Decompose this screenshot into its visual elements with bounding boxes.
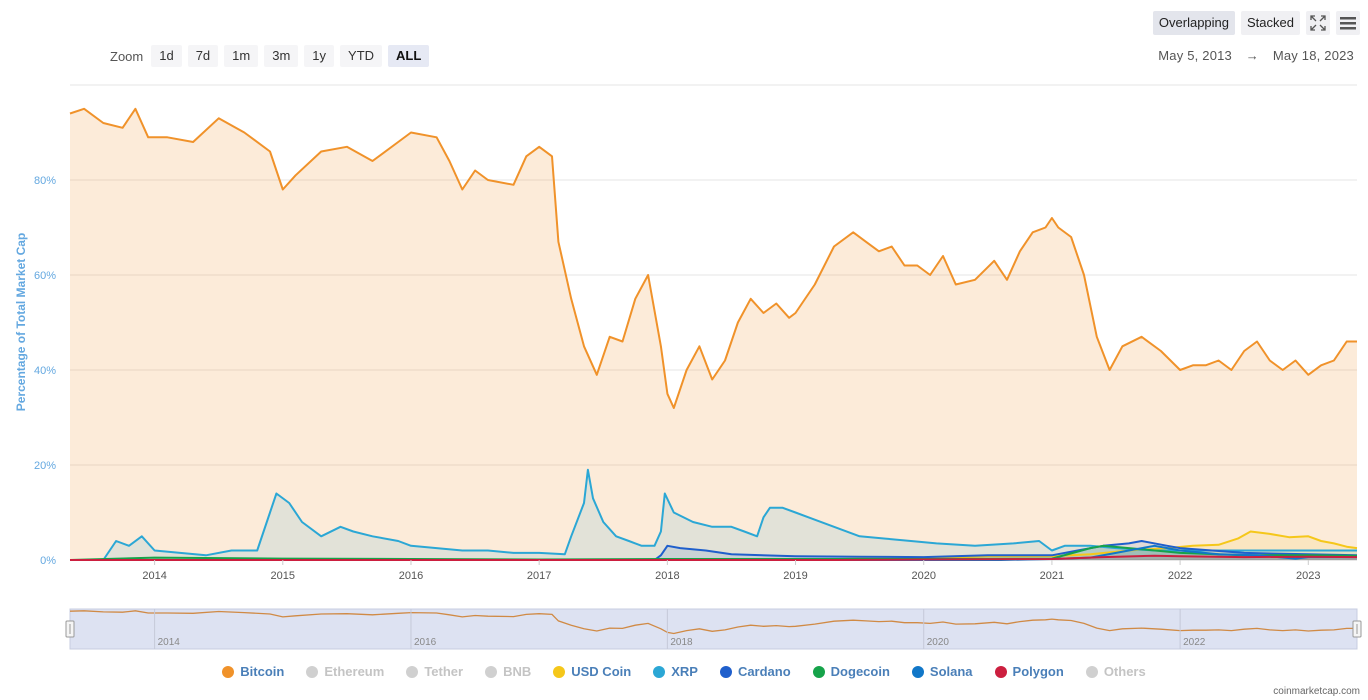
legend-label: USD Coin bbox=[571, 664, 632, 679]
overlapping-button[interactable]: Overlapping bbox=[1152, 11, 1236, 35]
legend-marker bbox=[653, 665, 666, 678]
y-tick-label: 60% bbox=[34, 270, 56, 282]
legend-marker bbox=[406, 665, 419, 678]
series-lines bbox=[69, 107, 1358, 561]
area-cardano bbox=[70, 541, 1357, 560]
navigator-tick-label: 2018 bbox=[670, 637, 693, 648]
y-axis-label: Percentage of Total Market Cap bbox=[14, 233, 28, 412]
area-solana bbox=[70, 545, 1357, 560]
date-range: May 5, 2013 → May 18, 2023 bbox=[1158, 48, 1354, 63]
y-tick-label: 0% bbox=[40, 555, 56, 567]
credit: coinmarketcap.com bbox=[1273, 686, 1360, 697]
x-tick-label: 2020 bbox=[911, 570, 935, 582]
legend: Bitcoin Ethereum Tether BNB USD Coin XRP Carda… bbox=[0, 664, 1368, 679]
legend-label: Polygon bbox=[1012, 664, 1064, 679]
zoom-all-button[interactable]: ALL bbox=[388, 45, 430, 67]
navigator-tick-label: 2014 bbox=[158, 637, 181, 648]
legend-label: Ethereum bbox=[324, 664, 385, 679]
legend-marker bbox=[719, 665, 732, 678]
legend-marker bbox=[994, 665, 1007, 678]
series-line-cardano[interactable] bbox=[70, 540, 1358, 561]
series-line-bitcoin[interactable] bbox=[69, 107, 1357, 409]
legend-marker bbox=[911, 665, 924, 678]
zoom-label: Zoom bbox=[110, 48, 144, 64]
x-axis: 2014 2015 2016 2017 2018 2019 2020 2021 2022 2023 bbox=[142, 560, 1321, 582]
x-tick-label: 2014 bbox=[142, 570, 166, 582]
x-tick-label: 2019 bbox=[783, 570, 807, 582]
legend-item-cardano[interactable]: Cardano bbox=[719, 664, 791, 679]
legend-marker bbox=[553, 665, 566, 678]
series-line-xrp[interactable] bbox=[70, 468, 1357, 561]
legend-item-others[interactable]: Others bbox=[1085, 664, 1146, 679]
legend-label: Bitcoin bbox=[240, 664, 285, 679]
legend-marker bbox=[1085, 665, 1098, 678]
y-axis: 0% 20% 40% 60% 80% bbox=[34, 175, 56, 567]
zoom-7d-button[interactable]: 7d bbox=[187, 45, 219, 67]
area-bitcoin bbox=[70, 108, 1357, 561]
y-tick-label: 80% bbox=[34, 175, 56, 187]
x-tick-label: 2023 bbox=[1296, 570, 1320, 582]
legend-label: Dogecoin bbox=[830, 664, 890, 679]
zoom-1m-button[interactable]: 1m bbox=[224, 45, 259, 67]
expand-icon[interactable] bbox=[1306, 11, 1330, 35]
navigator-tick-label: 2016 bbox=[414, 637, 437, 648]
y-tick-label: 20% bbox=[34, 460, 56, 472]
legend-marker bbox=[485, 665, 498, 678]
zoom-1d-button[interactable]: 1d bbox=[151, 45, 182, 67]
x-tick-label: 2021 bbox=[1040, 570, 1064, 582]
legend-label: Cardano bbox=[737, 664, 791, 679]
range-arrow: → bbox=[1245, 48, 1259, 63]
series-areas bbox=[70, 108, 1357, 561]
legend-marker bbox=[812, 665, 825, 678]
legend-label: Others bbox=[1103, 664, 1146, 679]
navigator-series bbox=[69, 610, 1357, 635]
legend-item-bnb[interactable]: BNB bbox=[485, 664, 531, 679]
navigator-tick-label: 2020 bbox=[927, 637, 950, 648]
zoom-1y-button[interactable]: 1y bbox=[304, 45, 335, 67]
legend-item-tether[interactable]: Tether bbox=[406, 664, 463, 679]
legend-item-ethereum[interactable]: Ethereum bbox=[306, 664, 384, 679]
legend-marker bbox=[306, 665, 319, 678]
stacked-button[interactable]: Stacked bbox=[1241, 11, 1300, 35]
zoom-3m-button[interactable]: 3m bbox=[264, 45, 299, 67]
series-line-polygon[interactable] bbox=[70, 554, 1358, 561]
x-tick-label: 2022 bbox=[1168, 570, 1192, 582]
legend-item-bitcoin[interactable]: Bitcoin bbox=[222, 664, 284, 679]
legend-marker bbox=[222, 665, 235, 678]
legend-item-xrp[interactable]: XRP bbox=[653, 664, 698, 679]
range-navigator[interactable]: 2014 2016 2018 2020 2022 bbox=[65, 608, 1362, 650]
legend-item-solana[interactable]: Solana bbox=[911, 664, 973, 679]
legend-label: Tether bbox=[424, 664, 464, 679]
hamburger-icon[interactable] bbox=[1336, 11, 1360, 35]
x-tick-label: 2017 bbox=[527, 570, 551, 582]
zoom-ytd-button[interactable]: YTD bbox=[340, 45, 383, 67]
legend-item-polygon[interactable]: Polygon bbox=[994, 664, 1064, 679]
x-tick-label: 2018 bbox=[655, 570, 679, 582]
range-start[interactable]: May 5, 2013 bbox=[1158, 48, 1232, 63]
view-toolbar: Overlapping Stacked bbox=[1152, 11, 1360, 35]
x-tick-label: 2015 bbox=[271, 570, 295, 582]
navigator-tick-label: 2022 bbox=[1183, 637, 1206, 648]
range-end[interactable]: May 18, 2023 bbox=[1272, 48, 1354, 63]
y-tick-label: 40% bbox=[34, 365, 56, 377]
legend-label: BNB bbox=[503, 664, 532, 679]
x-tick-label: 2016 bbox=[399, 570, 423, 582]
legend-label: Solana bbox=[929, 664, 973, 679]
legend-label: XRP bbox=[671, 664, 698, 679]
legend-item-dogecoin[interactable]: Dogecoin bbox=[812, 664, 890, 679]
legend-item-usd-coin[interactable]: USD Coin bbox=[553, 664, 631, 679]
zoom-controls: Zoom 1d 7d 1m 3m 1y YTD ALL bbox=[110, 45, 430, 67]
